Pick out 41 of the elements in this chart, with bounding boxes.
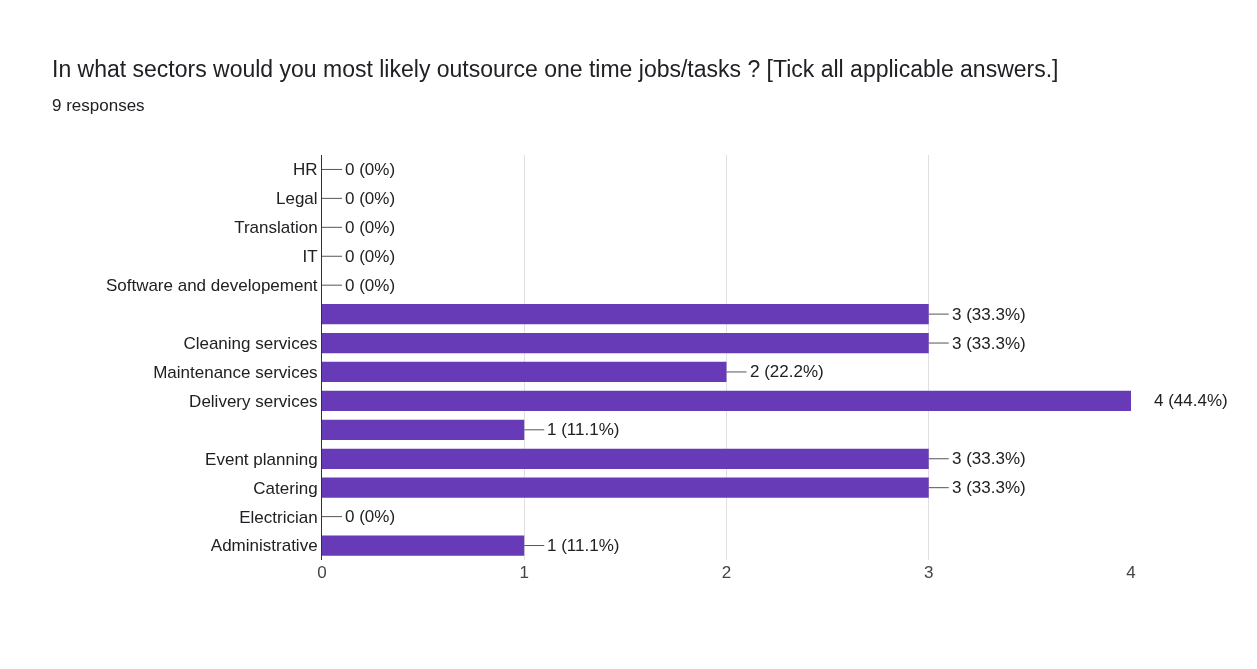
- data-label: 0 (0%): [345, 189, 396, 208]
- y-tick-label: Electrician: [239, 507, 318, 527]
- bar: [322, 390, 1131, 412]
- y-tick-label: Delivery services: [189, 391, 318, 411]
- x-tick-label: 3: [924, 563, 934, 582]
- y-tick-label: HR: [293, 160, 318, 180]
- data-label: 3 (33.3%): [952, 478, 1026, 497]
- y-tick-label: Catering: [253, 478, 318, 498]
- bar: [322, 535, 525, 556]
- y-tick-label: Software and developement: [105, 276, 318, 296]
- y-tick-label: Administrative: [210, 536, 318, 556]
- data-label: 1 (11.1%): [547, 420, 620, 439]
- data-label: 0 (0%): [345, 507, 396, 526]
- y-tick-label: Cleaning services: [183, 333, 318, 353]
- bar: [322, 332, 929, 354]
- bar: [322, 477, 929, 498]
- data-label: 0 (0%): [345, 218, 396, 237]
- y-tick-label: Maintenance services: [153, 362, 318, 382]
- data-label: 0 (0%): [345, 247, 396, 266]
- bar: [322, 303, 929, 325]
- data-label: 3 (33.3%): [952, 334, 1026, 353]
- data-label: 1 (11.1%): [547, 536, 620, 555]
- bar: [322, 419, 525, 440]
- x-tick-label: 2: [721, 563, 732, 582]
- data-label: 3 (33.3%): [952, 305, 1026, 324]
- text: 9 responses: [52, 96, 145, 116]
- data-label: 0 (0%): [345, 160, 396, 179]
- data-label: 4 (44.4%): [1154, 391, 1228, 410]
- data-label: 0 (0%): [345, 276, 396, 295]
- y-tick-label: Translation: [234, 218, 318, 238]
- x-tick-label: 0: [317, 563, 327, 582]
- x-tick-label: 1: [519, 563, 529, 582]
- x-tick-label: 4: [1126, 563, 1136, 582]
- y-tick-label: Legal: [275, 189, 318, 209]
- y-tick-label: IT: [302, 247, 318, 267]
- bar: [322, 448, 929, 469]
- chart-title: In what sectors would you most likely outsource one time jobs/tasks ? [Tick all applicable answers.]: [52, 56, 1059, 83]
- y-tick-label: Event planning: [205, 449, 318, 469]
- bar: [322, 361, 727, 383]
- data-label: 3 (33.3%): [952, 449, 1026, 468]
- data-label: 2 (22.2%): [750, 362, 824, 381]
